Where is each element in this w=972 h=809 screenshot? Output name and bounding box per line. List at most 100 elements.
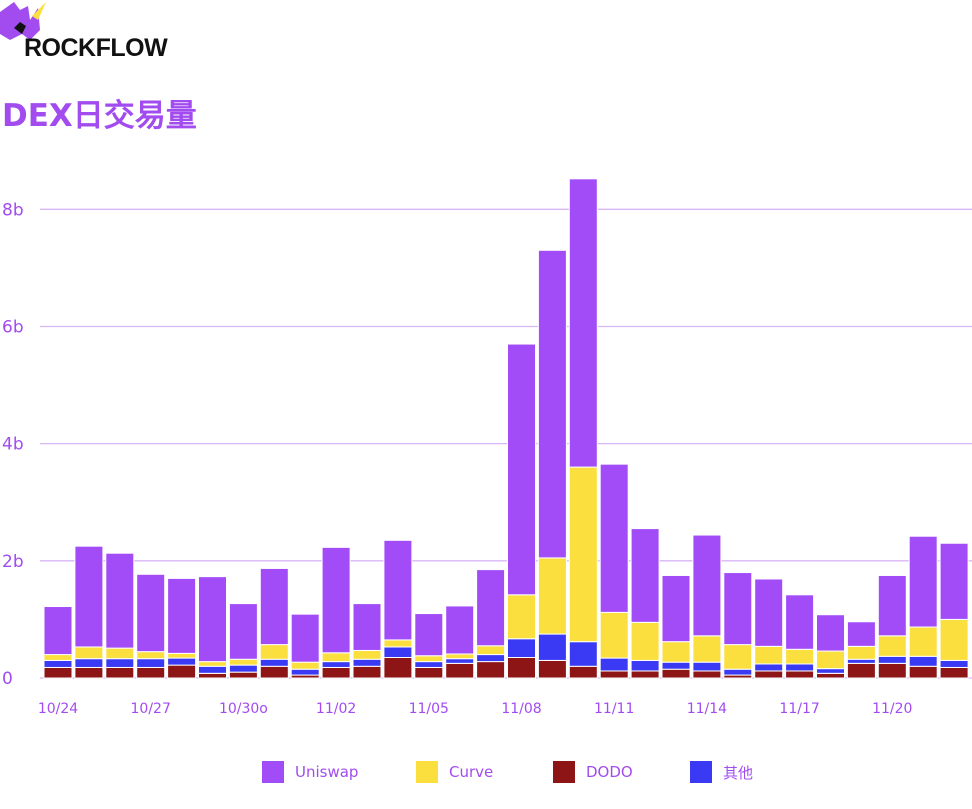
bar-DODO-10/29 — [198, 672, 227, 679]
bar-DODO-10/30 — [228, 671, 258, 679]
bar-Curve-11/08 — [507, 594, 536, 640]
bar-其他-10/30 — [228, 664, 258, 673]
bar-Curve-11/14 — [692, 635, 722, 663]
bar-Curve-11/20 — [877, 635, 907, 657]
bar-DODO-11/05 — [414, 666, 444, 679]
bar-DODO-10/28 — [167, 664, 197, 679]
bar-DODO-10/31 — [259, 665, 289, 679]
bar-Uniswap-11/05 — [414, 613, 444, 657]
legend-item-其他: 其他 — [690, 760, 753, 784]
bar-Curve-11/21 — [908, 626, 938, 657]
bar-DODO-11/17 — [785, 670, 815, 679]
x-tick-label: 11/20 — [872, 701, 912, 717]
bar-Uniswap-11/19 — [846, 621, 876, 647]
bar-Uniswap-10/31 — [259, 567, 289, 646]
x-tick-label: 10/27 — [131, 701, 171, 717]
bar-Uniswap-11/20 — [877, 574, 907, 637]
bar-其他-11/15 — [723, 668, 753, 676]
bar-其他-10/31 — [259, 658, 289, 667]
bar-Uniswap-11/12 — [630, 528, 660, 623]
bar-DODO-11/08 — [507, 656, 536, 679]
x-tick-label: 11/14 — [687, 701, 727, 717]
bar-Curve-11/19 — [846, 645, 876, 660]
legend-label: DODO — [586, 763, 633, 781]
bar-DODO-11/03 — [352, 665, 382, 679]
bar-Curve-11/01 — [290, 661, 320, 670]
bar-Curve-11/17 — [785, 648, 815, 665]
bar-DODO-11/21 — [908, 665, 938, 679]
legend-label: 其他 — [723, 763, 754, 782]
legend-item-Curve: Curve — [416, 760, 493, 784]
bar-Curve-10/24 — [43, 654, 73, 661]
y-axis-ticks: 0 2b 4b 6b 8b — [2, 200, 24, 689]
bar-Curve-11/02 — [321, 652, 351, 663]
bar-其他-11/05 — [414, 661, 444, 668]
bar-DODO-11/07 — [476, 661, 506, 679]
bar-Curve-11/22 — [939, 618, 969, 661]
bar-Curve-11/11 — [599, 611, 629, 659]
bar-其他-11/19 — [846, 658, 876, 664]
bar-Uniswap-11/08 — [507, 343, 536, 596]
bar-Uniswap-10/27 — [136, 573, 166, 653]
bar-其他-11/20 — [877, 655, 907, 664]
x-tick-label: 11/17 — [779, 701, 819, 717]
x-tick-label: 11/02 — [316, 701, 356, 717]
bar-DODO-11/02 — [321, 666, 351, 679]
legend: Uniswap Curve DODO 其他 — [0, 760, 972, 784]
bar-其他-11/16 — [754, 663, 784, 672]
x-tick-label: 11/05 — [409, 701, 449, 717]
bar-Uniswap-10/29 — [198, 576, 227, 663]
legend-item-Uniswap: Uniswap — [262, 760, 358, 784]
bar-Uniswap-11/14 — [692, 534, 722, 637]
bar-其他-11/06 — [445, 658, 475, 664]
x-tick-label: 10/30o — [219, 701, 268, 717]
bar-Uniswap-10/28 — [167, 577, 197, 654]
bars — [43, 178, 969, 679]
bar-其他-11/02 — [321, 661, 351, 668]
bar-Curve-10/31 — [259, 644, 289, 660]
legend-swatch — [416, 761, 438, 783]
bar-DODO-11/04 — [383, 656, 413, 679]
bar-Curve-10/29 — [198, 661, 227, 667]
bar-DODO-11/22 — [939, 666, 969, 679]
bar-Curve-11/15 — [723, 644, 753, 670]
y-tick-label: 2b — [2, 552, 24, 572]
bar-Uniswap-11/03 — [352, 603, 382, 651]
x-tick-label: 10/24 — [38, 701, 78, 717]
bar-Uniswap-11/06 — [445, 605, 475, 655]
bar-Curve-10/28 — [167, 652, 197, 659]
bar-其他-11/10 — [568, 641, 598, 667]
bar-其他-11/04 — [383, 646, 413, 658]
bar-其他-10/27 — [136, 658, 166, 668]
bar-Uniswap-11/15 — [723, 572, 753, 646]
bar-Curve-11/06 — [445, 653, 475, 660]
bar-Uniswap-11/16 — [754, 578, 784, 647]
bar-其他-10/29 — [198, 665, 227, 674]
bar-Curve-11/09 — [537, 557, 567, 635]
bar-Uniswap-11/13 — [661, 574, 691, 643]
bar-Uniswap-10/26 — [105, 552, 135, 649]
bar-Curve-10/26 — [105, 647, 135, 660]
bar-Uniswap-11/17 — [785, 594, 815, 650]
unicorn-logo-icon — [0, 2, 46, 40]
bar-DODO-11/16 — [754, 670, 784, 679]
bar-Uniswap-10/25 — [74, 545, 104, 648]
bar-Curve-10/30 — [228, 658, 258, 666]
bar-其他-11/11 — [599, 657, 629, 672]
bar-其他-10/28 — [167, 657, 197, 666]
legend-label: Curve — [449, 763, 494, 781]
bar-其他-11/18 — [816, 668, 845, 674]
bar-DODO-11/12 — [630, 670, 660, 679]
bar-DODO-11/06 — [445, 662, 475, 679]
legend-item-DODO: DODO — [553, 760, 633, 784]
bar-Uniswap-11/07 — [476, 569, 506, 647]
logo-text: ROCKFLOW — [24, 34, 168, 62]
bar-其他-10/25 — [74, 658, 104, 668]
legend-swatch — [553, 761, 575, 783]
bar-Uniswap-11/18 — [816, 614, 845, 652]
bar-Curve-11/13 — [661, 641, 691, 663]
bar-其他-11/13 — [661, 661, 691, 670]
bar-Curve-11/12 — [630, 621, 660, 661]
bar-Uniswap-11/09 — [537, 249, 567, 559]
bar-Uniswap-11/04 — [383, 539, 413, 641]
